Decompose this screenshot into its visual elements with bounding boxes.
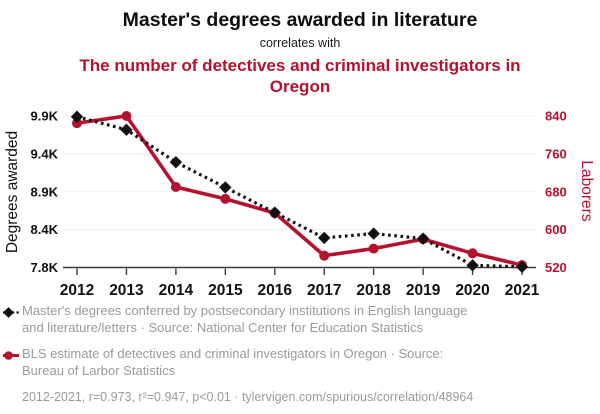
svg-text:7.8K: 7.8K <box>31 260 59 275</box>
legend: Master's degrees conferred by postsecond… <box>3 303 598 404</box>
svg-text:520: 520 <box>545 260 567 275</box>
stats-footer: 2012-2021, r=0.973, r²=0.947, p<0.01 · t… <box>22 389 474 404</box>
correlates-with-text: correlates with <box>259 36 341 51</box>
svg-text:680: 680 <box>545 184 567 199</box>
chart-header: Master's degrees awarded in literature c… <box>0 0 600 98</box>
legend-detectives-line2: Bureau of Larbor Statistics <box>22 362 176 378</box>
legend-label-detectives: BLS estimate of detectives and criminal … <box>22 346 443 379</box>
red-circle-line-icon <box>3 351 19 361</box>
chart-subtitle: The number of detectives and criminal in… <box>79 56 521 97</box>
legend-item-degrees: Master's degrees conferred by postsecond… <box>3 303 598 336</box>
svg-text:760: 760 <box>545 146 567 161</box>
svg-text:2012: 2012 <box>60 282 94 299</box>
svg-text:8.9K: 8.9K <box>31 184 59 199</box>
svg-text:2020: 2020 <box>455 282 489 299</box>
svg-text:8.4K: 8.4K <box>31 222 59 237</box>
left-axis-title: Degrees awarded <box>4 130 21 254</box>
svg-text:9.9K: 9.9K <box>31 109 59 124</box>
svg-text:2015: 2015 <box>208 282 243 299</box>
svg-text:2014: 2014 <box>159 282 194 299</box>
legend-degrees-line2: and literature/letters · Source: Nationa… <box>22 319 424 335</box>
svg-text:2016: 2016 <box>258 282 293 299</box>
svg-text:9.4K: 9.4K <box>31 146 59 161</box>
black-diamond-dashed-line-icon <box>3 307 19 318</box>
svg-text:2017: 2017 <box>307 282 341 299</box>
legend-degrees-line1: Master's degrees conferred by postsecond… <box>22 303 468 318</box>
svg-text:2018: 2018 <box>356 282 391 299</box>
legend-detectives-line1: BLS estimate of detectives and criminal … <box>22 346 444 362</box>
legend-label-degrees: Master's degrees conferred by postsecond… <box>22 303 467 336</box>
right-axis-title: Laborers <box>578 160 595 222</box>
svg-text:2013: 2013 <box>109 282 144 299</box>
legend-item-detectives: BLS estimate of detectives and criminal … <box>3 346 598 379</box>
svg-text:600: 600 <box>545 222 567 237</box>
svg-text:2021: 2021 <box>505 282 540 299</box>
svg-text:2019: 2019 <box>406 282 441 299</box>
chart-title: Master's degrees awarded in literature <box>122 9 478 31</box>
svg-text:840: 840 <box>545 109 567 124</box>
